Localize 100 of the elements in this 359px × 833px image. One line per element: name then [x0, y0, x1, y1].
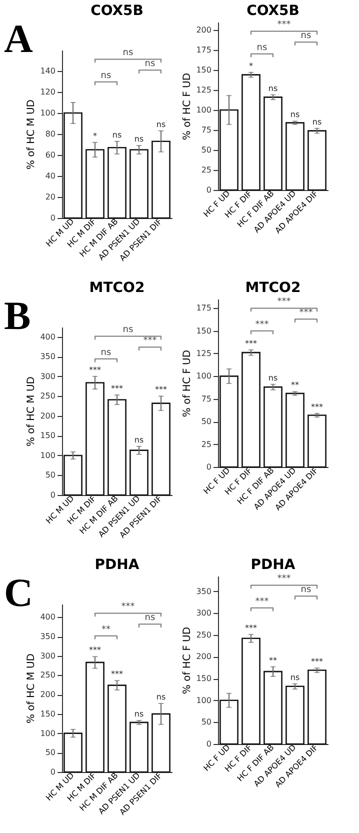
annotation: ***: [245, 623, 257, 632]
bar: [130, 149, 148, 219]
y-tick-label: 75: [201, 394, 212, 404]
chart-title: COX5B: [90, 3, 144, 19]
y-tick-label: 0: [206, 740, 212, 748]
bar: [308, 670, 326, 745]
bar: [264, 96, 282, 191]
y-tick-label: 125: [196, 348, 212, 358]
y-tick-label: 40: [45, 172, 56, 180]
annotation: **: [102, 624, 111, 635]
bar: [86, 382, 104, 496]
bar: [130, 722, 148, 773]
bar: [64, 112, 82, 219]
bar: [220, 376, 238, 468]
y-tick-label: 20: [45, 192, 56, 202]
bar: [130, 450, 148, 496]
bar: [152, 713, 170, 773]
text: C: [4, 570, 33, 615]
y-axis-title: % of HC M UD: [26, 653, 38, 724]
annotation: ns: [134, 435, 144, 444]
bar: [286, 686, 304, 745]
y-axis-title: % of HC M UD: [26, 376, 38, 447]
annotation: ***: [311, 657, 323, 666]
bar: [220, 700, 238, 745]
bar: [108, 399, 126, 496]
y-tick-label: 0: [50, 768, 56, 776]
annotation: ***: [277, 20, 292, 30]
annotation: ns: [100, 70, 112, 81]
y-tick-label: 400: [40, 612, 56, 622]
y-tick-label: 100: [40, 108, 56, 118]
bar: [242, 352, 260, 468]
bar: [86, 149, 104, 219]
annotation: ***: [121, 602, 136, 612]
annotation: ns: [300, 31, 312, 42]
y-tick-label: 150: [40, 431, 56, 440]
annotation: ns: [268, 373, 278, 382]
annotation: ***: [111, 670, 123, 679]
y-tick-label: 50: [45, 748, 56, 758]
annotation: ns: [156, 120, 166, 129]
y-tick-label: 150: [40, 709, 56, 718]
bar: [242, 74, 260, 191]
y-tick-label: 100: [196, 106, 212, 114]
y-tick-label: 100: [40, 728, 56, 738]
annotation: ns: [290, 110, 300, 120]
y-tick-label: 120: [40, 88, 56, 96]
y-tick-label: 150: [196, 674, 212, 684]
y-tick-label: 150: [196, 66, 212, 74]
bar: [64, 454, 82, 496]
y-tick-label: 0: [50, 214, 56, 222]
annotation: ns: [144, 613, 156, 624]
y-tick-label: 200: [196, 26, 212, 34]
annotation: **: [291, 380, 299, 390]
y-tick-label: 0: [50, 490, 56, 500]
y-tick-label: 60: [45, 150, 56, 160]
y-tick-label: 175: [196, 46, 212, 54]
y-tick-label: 0: [206, 462, 212, 472]
text: B: [4, 293, 31, 338]
text: A: [4, 16, 33, 61]
y-tick-label: 80: [45, 130, 56, 138]
y-tick-label: 350: [40, 352, 56, 362]
y-tick-label: 140: [40, 66, 56, 76]
bar: [286, 122, 304, 191]
bar: [152, 402, 170, 496]
annotation: ns: [290, 672, 300, 682]
chart-title: MTCO2: [245, 280, 301, 296]
annotation: ns: [122, 325, 134, 336]
chart-title: PDHA: [94, 557, 140, 573]
annotation: ns: [122, 48, 134, 58]
y-tick-label: 250: [40, 392, 56, 401]
annotation: ns: [134, 134, 144, 144]
annotation: ***: [89, 365, 101, 374]
annotation: ***: [299, 308, 314, 318]
y-tick-label: 50: [201, 417, 212, 426]
bar: [220, 109, 238, 191]
bar: [308, 130, 326, 191]
y-tick-label: 300: [196, 608, 212, 618]
y-tick-label: 75: [201, 126, 212, 134]
bar: [108, 684, 126, 773]
y-tick-label: 25: [201, 166, 212, 174]
y-tick-label: 400: [40, 332, 56, 342]
y-tick-label: 300: [40, 651, 56, 660]
y-tick-label: 0: [206, 186, 212, 194]
bar: [86, 662, 104, 773]
y-tick-label: 25: [201, 440, 212, 449]
y-axis-title: % of HC F UD: [182, 72, 194, 140]
annotation: ***: [245, 338, 257, 348]
y-tick-label: 125: [196, 86, 212, 94]
annotation: ***: [277, 574, 292, 584]
annotation: ns: [100, 348, 112, 358]
bar: [152, 140, 170, 219]
annotation: ***: [311, 402, 323, 412]
y-tick-label: 50: [201, 718, 212, 727]
annotation: ns: [300, 585, 312, 596]
bar: [308, 414, 326, 468]
chart-title: PDHA: [250, 557, 296, 574]
bar: [286, 392, 304, 468]
annotation: **: [269, 656, 277, 665]
bar: [264, 386, 282, 468]
y-tick-label: 200: [196, 652, 212, 662]
y-tick-label: 250: [196, 630, 212, 640]
